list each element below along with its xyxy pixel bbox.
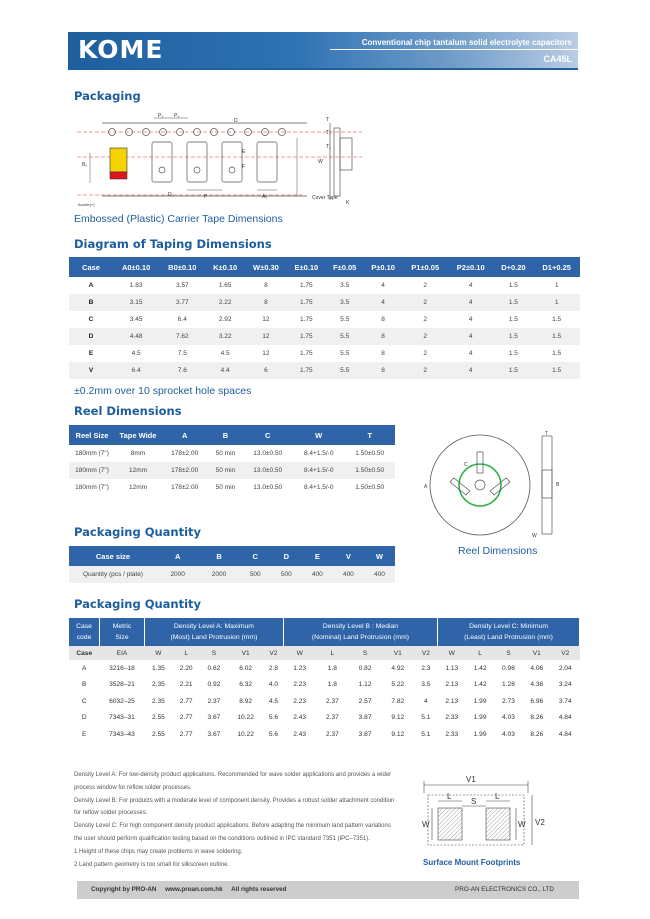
note-line: the user should perform qualification te… [74, 835, 370, 842]
svg-text:D₁: D₁ [168, 192, 174, 198]
document-title: Conventional chip tantalum solid electro… [361, 38, 572, 47]
table-row: C 6032–25 2.35 2.77 2.37 8.92 4.5 2.23 2.37 2.57 7… [81, 697, 572, 705]
svg-text:B₀: B₀ [82, 162, 87, 168]
section-packaging-quantity: Packaging Quantity [74, 525, 202, 539]
table-row: A 3216–18 1.35 2.20 0.62 6.02 2.8 1.23 1.8 0.82 4.… [82, 664, 572, 672]
svg-text:E: E [242, 149, 246, 155]
density-notes: Density Level A: For low-density product… [74, 769, 414, 871]
section-packaging-quantity-2: Packaging Quantity [74, 597, 202, 611]
svg-text:Anode(+): Anode(+) [78, 202, 95, 207]
svg-text:A: A [424, 484, 428, 490]
svg-text:L: L [447, 792, 452, 801]
table-row: D 7343–31 2.55 2.77 3.67 10.22 5.6 2.43 2.37 3.87… [81, 714, 572, 722]
header-bar [68, 32, 578, 68]
svg-text:P₀: P₀ [174, 113, 179, 119]
svg-text:C: C [464, 462, 468, 468]
svg-text:P: P [204, 194, 208, 200]
svg-text:D: D [234, 118, 238, 124]
svg-text:Cover Tape: Cover Tape [312, 195, 338, 201]
svg-text:W: W [422, 820, 430, 829]
section-taping-dimensions: Diagram of Taping Dimensions [74, 237, 272, 251]
svg-text:V2: V2 [535, 818, 545, 827]
sprocket-holes [108, 128, 286, 136]
table-row: B 3.15 3.77 2.22 8 1.75 3.5 4 2 4 1.5 1 [69, 294, 580, 311]
svg-text:B: B [556, 482, 560, 488]
svg-text:W: W [532, 533, 537, 539]
table-subheader-row: Case EIA W L S V1 V2 W L S V1 V2 W L S V1 V2 [69, 646, 580, 660]
header-divider [330, 49, 578, 50]
reel-flange [429, 434, 531, 536]
svg-text:A₀: A₀ [262, 194, 267, 200]
footer-copyright: Copyright by PRO-AN www.proan.com.hk All… [91, 886, 287, 893]
section-packaging: Packaging [74, 89, 141, 103]
svg-text:T₂: T₂ [326, 130, 331, 136]
note-line: Density Level C: For high component dens… [74, 823, 391, 830]
note-line: Density Level B: For products with a mod… [74, 797, 395, 804]
hub-slots [449, 451, 511, 496]
table-row: Quantity (pcs / plate) 2000 2000 500 500 400 4… [69, 566, 395, 583]
reel-diagram: T C B A W [424, 431, 560, 539]
table-row: 180mm (7") 12mm 178±2.00 50 min 13.0±0.50 8.4… [69, 462, 395, 479]
land-pad-right [485, 807, 511, 841]
pockets [151, 141, 278, 183]
note-line: Density Level A: For low-density product… [74, 772, 392, 778]
capacitor-anode [109, 171, 128, 180]
svg-text:L: L [495, 792, 500, 801]
reel-side-view [541, 435, 553, 535]
note-line: 1 Height of these chips may create probl… [74, 848, 243, 855]
svg-text:T: T [545, 431, 548, 437]
table-row: B 3528–21 2.35 2.21 0.92 6.32 4.0 2.23 1.8 1.12 5.… [82, 681, 572, 689]
svg-text:W: W [518, 820, 526, 829]
footer-company: PRO-AN ELECTRONICS CO., LTD [455, 886, 554, 893]
table-row: 180mm (7") 8mm 178±2.00 50 min 13.0±0.50 8.4+… [75, 450, 385, 457]
surface-mount-footprint-diagram: V1 L S L W W V2 [422, 775, 545, 846]
svg-text:T: T [326, 117, 329, 123]
svg-text:S: S [471, 797, 476, 806]
svg-text:T₁: T₁ [326, 144, 331, 150]
note-line: for reflow solder processes. [74, 810, 148, 817]
note-line: process window for reflow solder process… [74, 784, 192, 791]
footer-bar [77, 881, 579, 899]
header-underline [68, 68, 578, 70]
side-profile [329, 123, 353, 200]
product-code: CA45L [543, 54, 572, 64]
table-row: E 4.5 7.5 4.5 12 1.75 5.5 8 2 4 1.5 1.5 [88, 350, 562, 357]
section-reel-dimensions: Reel Dimensions [74, 404, 182, 418]
svg-text:F: F [242, 164, 245, 170]
table-row: C 3.45 6.4 2.92 12 1.75 5.5 8 2 4 1.5 1.5 [88, 316, 562, 323]
reel-caption: Reel Dimensions [458, 545, 538, 557]
note-line: 2 Land pattern geometry is too small for… [74, 861, 230, 868]
svg-text:V1: V1 [466, 775, 476, 784]
table-row: E 7343–43 2.55 2.77 3.67 10.22 5.6 2.43 2.37 3.87… [82, 730, 572, 738]
taping-dimensions-table: Case A0±0.10 B0±0.10 K±0.10 W±0.30 E±0.10 F… [69, 257, 580, 379]
carrier-tape-diagram: P₁ P₀ D T T₂ T₁ E F W B₀ D₁ P A₀ Cover T… [77, 113, 362, 207]
svg-text:K: K [346, 200, 350, 206]
table-row: V 6.4 7.6 4.4 6 1.75 5.5 8 2 4 1.5 1.5 [69, 362, 580, 379]
land-pattern-table: Case code Metric Size Density Level A: Max… [69, 618, 580, 743]
footprint-caption: Surface Mount Footprints [423, 858, 521, 867]
svg-text:W: W [318, 159, 323, 165]
carrier-tape-caption: Embossed (Plastic) Carrier Tape Dimensio… [74, 213, 283, 225]
taping-note: ±0.2mm over 10 sprocket hole spaces [74, 385, 252, 397]
svg-text:P₁: P₁ [158, 113, 163, 119]
table-row: D 4.48 7.62 3.22 12 1.75 5.5 8 2 4 1.5 1.5 [69, 328, 580, 345]
reel-hub [458, 463, 502, 507]
table-row: A 1.83 3.57 1.65 8 1.75 3.5 4 2 4 1.5 1 [88, 282, 559, 289]
company-logo: KOME [78, 35, 164, 64]
table-row: 180mm (7") 12mm 178±2.00 50 min 13.0±0.50 8.4… [75, 484, 385, 491]
capacitor-body [109, 147, 128, 173]
land-pad-left [437, 807, 463, 841]
table-header-row: Case code Metric Size Density Level A: Max… [69, 618, 580, 646]
table-header-row: Case A0±0.10 B0±0.10 K±0.10 W±0.30 E±0.10 F… [69, 257, 580, 277]
